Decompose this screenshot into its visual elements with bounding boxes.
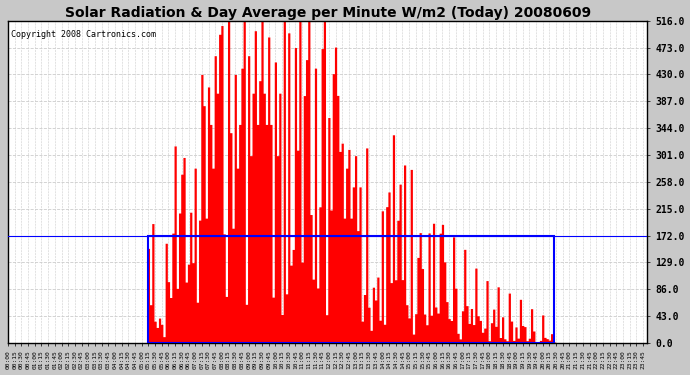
Bar — [148, 236, 554, 343]
Text: Copyright 2008 Cartronics.com: Copyright 2008 Cartronics.com — [11, 30, 156, 39]
Title: Solar Radiation & Day Average per Minute W/m2 (Today) 20080609: Solar Radiation & Day Average per Minute… — [65, 6, 591, 20]
